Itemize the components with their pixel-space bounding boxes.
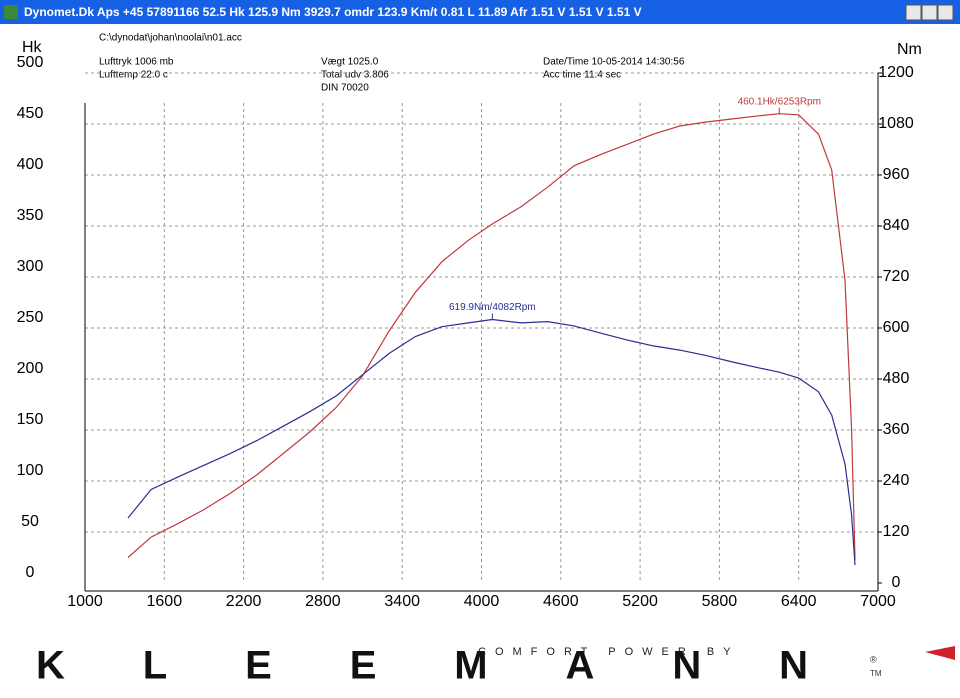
x-tick-label: 7000 [860, 593, 896, 610]
app-icon [4, 5, 18, 19]
file-path: C:\dynodat\johan\noolai\n01.acc [99, 33, 242, 44]
y2-tick-label: 240 [883, 472, 910, 489]
y2-tick-label: 360 [883, 421, 910, 438]
footer-brand: KLEEMANN [36, 644, 876, 688]
x-tick-label: 2200 [226, 593, 262, 610]
y-tick-label: 300 [17, 258, 44, 275]
series-line [127, 113, 856, 560]
peak-annotation: 619.9Nm/4082Rpm [449, 302, 536, 313]
y2-tick-label: 1080 [878, 115, 914, 132]
weight: Vægt 1025.0 [321, 57, 379, 68]
close-button[interactable] [937, 4, 954, 21]
y-tick-label: 200 [17, 360, 44, 377]
y2-axis-label: Nm [897, 41, 922, 58]
trademark: TM [870, 669, 882, 678]
minimize-button[interactable] [905, 4, 922, 21]
x-tick-label: 5200 [622, 593, 658, 610]
restore-button[interactable] [921, 4, 938, 21]
air-pressure: Lufttryk 1006 mb [99, 57, 174, 68]
red-flag [925, 646, 955, 660]
y-tick-label: 50 [21, 513, 39, 530]
y2-tick-label: 600 [883, 319, 910, 336]
peak-annotation: 460.1Hk/6253Rpm [738, 96, 821, 107]
title-bar [0, 0, 960, 24]
date-time: Date/Time 10-05-2014 14:30:56 [543, 57, 685, 68]
y-axis-label: Hk [22, 39, 43, 56]
y-tick-label: 400 [17, 156, 44, 173]
y-tick-label: 350 [17, 207, 44, 224]
window-title: Dynomet.Dk Aps +45 57891166 52.5 Hk 125.… [24, 5, 642, 19]
registered-mark: ® [870, 654, 877, 664]
footer-tagline: COMFORT POWER BY [478, 646, 740, 658]
y-tick-label: 450 [17, 105, 44, 122]
footer [0, 630, 960, 693]
y2-tick-label: 120 [883, 523, 910, 540]
y-tick-label: 150 [17, 411, 44, 428]
ratio: Total udv 3.806 [321, 70, 389, 81]
y-tick-label: 500 [17, 54, 44, 71]
x-tick-label: 6400 [781, 593, 817, 610]
x-tick-label: 4600 [543, 593, 579, 610]
y-tick-label: 0 [26, 564, 35, 581]
y2-tick-label: 960 [883, 166, 910, 183]
x-tick-label: 1600 [147, 593, 183, 610]
y-tick-label: 250 [17, 309, 44, 326]
y2-tick-label: 840 [883, 217, 910, 234]
x-tick-label: 4000 [464, 593, 500, 610]
y-tick-label: 100 [17, 462, 44, 479]
air-temp: Lufttemp 22.0 c [99, 70, 168, 81]
series-line [127, 318, 856, 566]
y2-tick-label: 720 [883, 268, 910, 285]
y2-tick-label: 0 [892, 574, 901, 591]
x-tick-label: 1000 [67, 593, 103, 610]
x-tick-label: 3400 [384, 593, 420, 610]
y2-tick-label: 480 [883, 370, 910, 387]
standard: DIN 70020 [321, 83, 369, 94]
acc-time: Acc time 11.4 sec [543, 70, 621, 81]
x-tick-label: 5800 [702, 593, 738, 610]
y2-tick-label: 1200 [878, 64, 914, 81]
x-tick-label: 2800 [305, 593, 341, 610]
